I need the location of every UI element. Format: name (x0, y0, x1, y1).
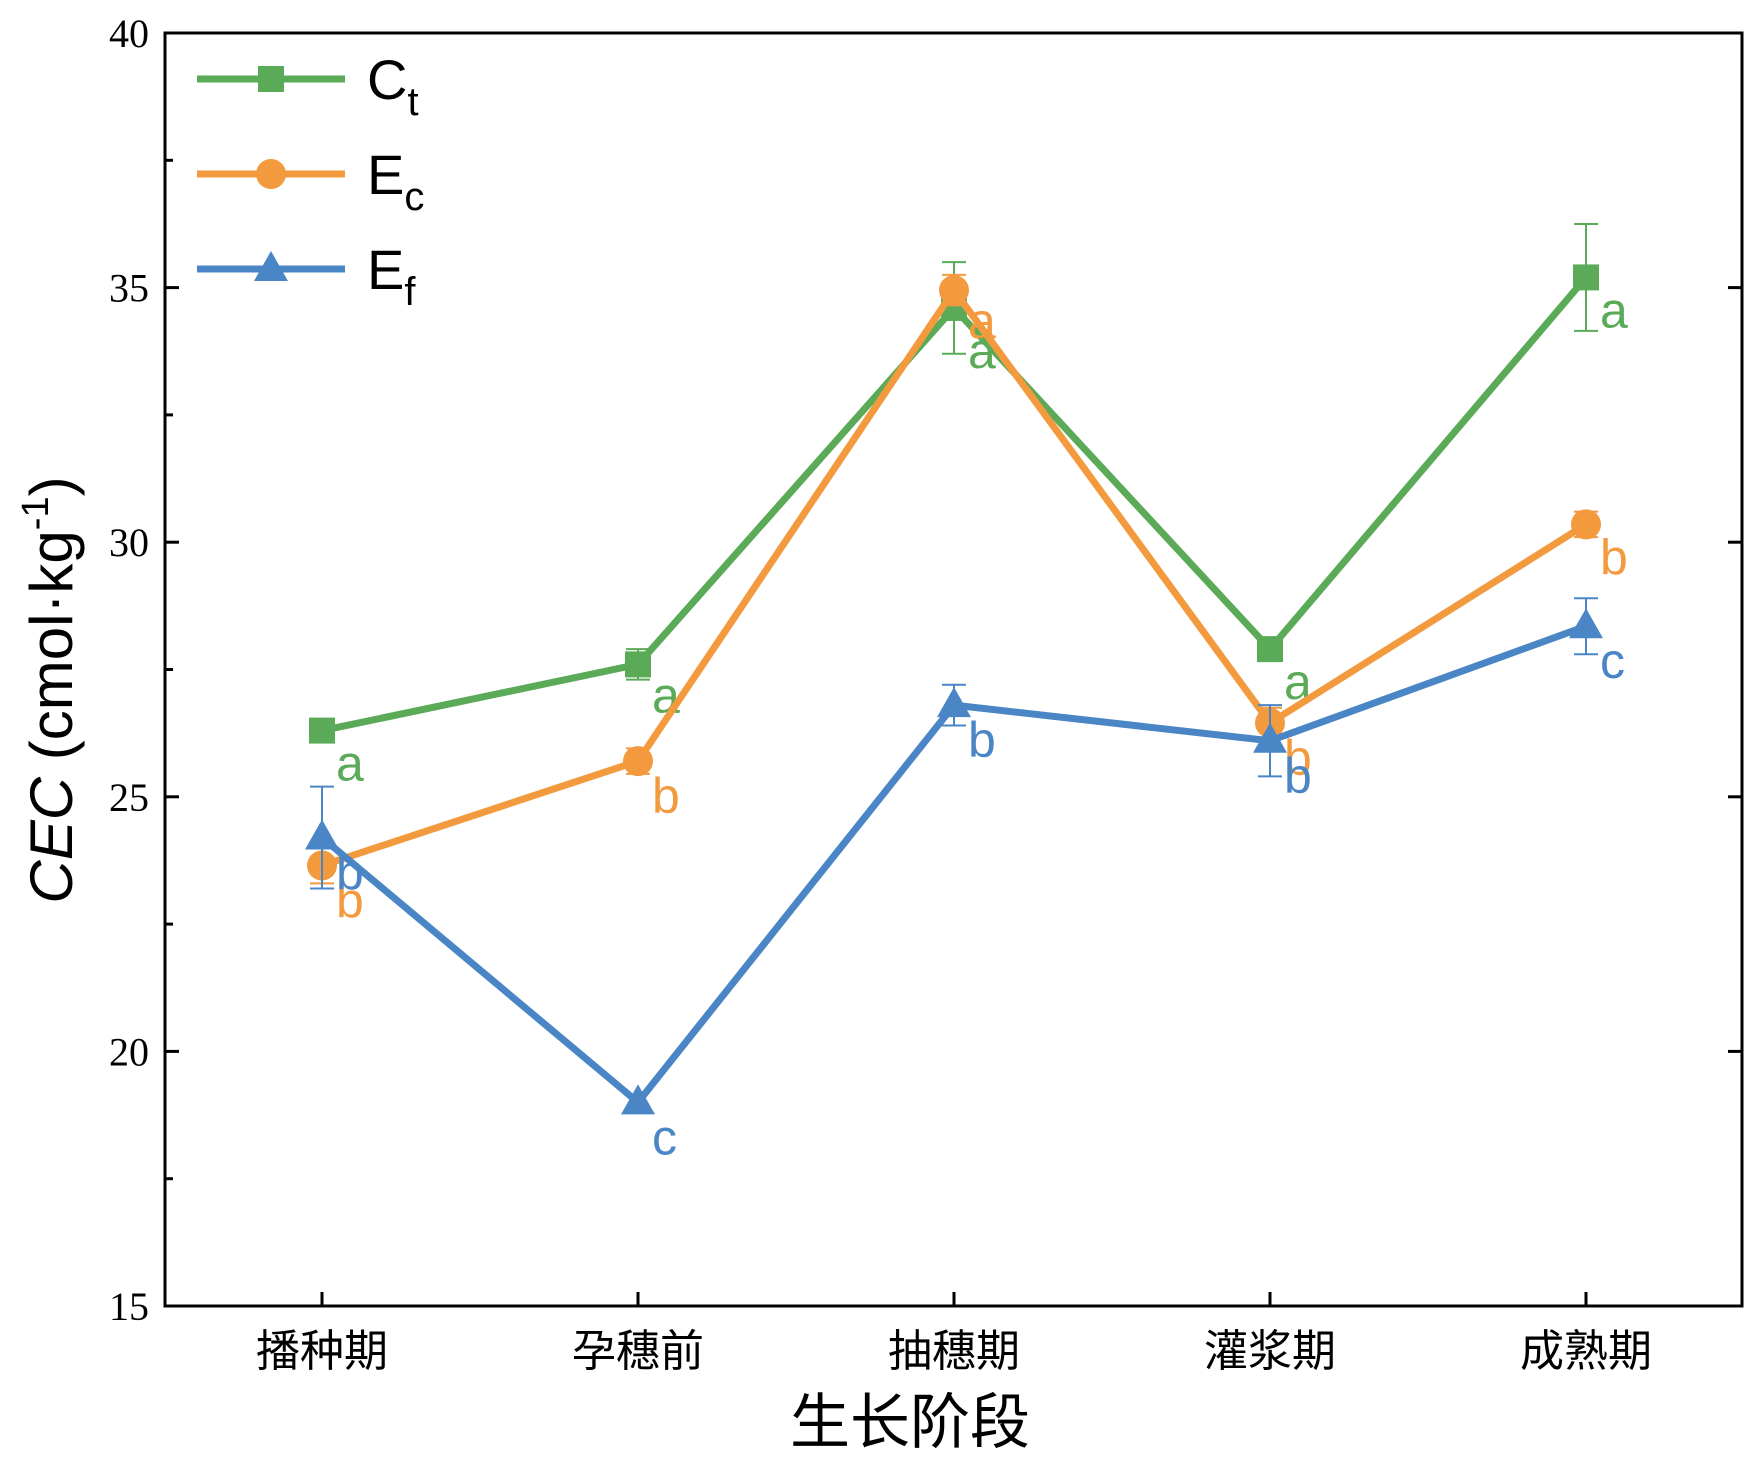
legend-label: Ec (367, 143, 424, 219)
significance-label: b (652, 768, 680, 824)
x-axis: 播种期 孕穗前 抽穗期 灌浆期 成熟期 (256, 1292, 1652, 1377)
data-point (625, 651, 651, 678)
y-axis-title-unit: (cmol·kg (18, 530, 85, 777)
x-tick-label: 孕穗前 (572, 1326, 704, 1377)
legend-marker (258, 66, 284, 92)
legend-label-main: E (367, 143, 404, 206)
y-tick-label: 20 (109, 1029, 149, 1074)
legend-marker (254, 251, 288, 281)
significance-label: b (968, 712, 996, 768)
legend-label-subscript: c (404, 175, 424, 219)
series-line (320, 286, 1588, 869)
significance-label: b (1600, 529, 1628, 585)
y-axis: 15 20 25 30 35 40 (109, 11, 1742, 1329)
significance-label: c (1600, 633, 1625, 689)
data-point (305, 819, 339, 850)
data-point (621, 1084, 655, 1115)
legend-label-subscript: t (407, 80, 418, 124)
legend-label-subscript: f (404, 270, 416, 314)
plot-frame (163, 31, 1744, 1308)
data-point (939, 275, 969, 306)
y-tick-label: 25 (109, 775, 149, 820)
data-point (623, 746, 653, 777)
data-point (1257, 636, 1283, 663)
significance-label: a (336, 736, 364, 792)
data-point (1571, 509, 1601, 540)
data-point (1253, 722, 1287, 753)
legend-label-main: C (367, 48, 407, 111)
y-axis-title-sup: -1 (15, 496, 57, 530)
y-tick-label: 40 (109, 11, 149, 56)
y-tick-label: 30 (109, 520, 149, 565)
y-axis-title-var: CEC (18, 776, 85, 903)
x-tick-label: 播种期 (256, 1326, 388, 1377)
y-axis-title: CEC (cmol·kg-1) (15, 476, 85, 903)
data-point (1573, 264, 1599, 291)
data-point (1569, 608, 1603, 639)
significance-label: a (968, 293, 996, 349)
x-tick-label: 抽穗期 (888, 1326, 1020, 1377)
y-tick-label: 35 (109, 266, 149, 311)
legend-marker (256, 159, 286, 189)
x-axis-title: 生长阶段 (790, 1388, 1030, 1458)
y-axis-title-close: ) (18, 476, 85, 496)
significance-label: c (652, 1109, 677, 1165)
y-tick-label: 15 (109, 1284, 149, 1329)
legend-label: Ef (367, 238, 416, 314)
significance-label: b (1284, 730, 1312, 786)
significance-label: b (1284, 748, 1312, 804)
legend-label: Ct (367, 48, 419, 124)
x-tick-label: 成熟期 (1520, 1326, 1652, 1377)
significance-label: a (1600, 282, 1628, 338)
legend-label-main: E (367, 238, 404, 301)
data-point (937, 687, 971, 718)
data-point (309, 717, 335, 744)
x-tick-label: 灌浆期 (1204, 1326, 1336, 1377)
significance-label: b (336, 845, 364, 901)
significance-label: b (336, 873, 364, 929)
